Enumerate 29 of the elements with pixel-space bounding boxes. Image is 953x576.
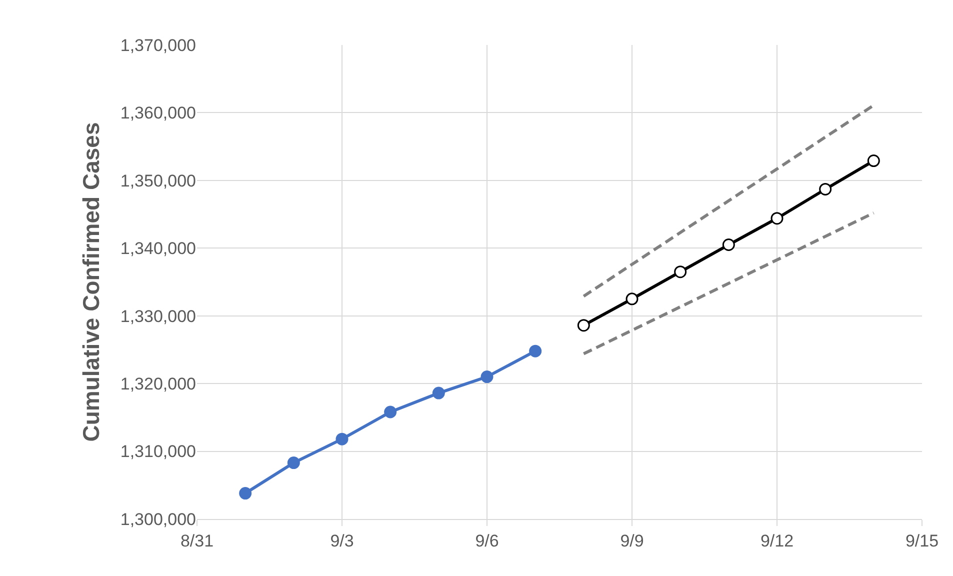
x-tick-label: 9/3 [330, 531, 354, 550]
y-tick-label: 1,310,000 [120, 442, 196, 462]
y-tick-label: 1,340,000 [120, 239, 196, 258]
point [577, 319, 590, 332]
y-axis-title: Cumulative Confirmed Cases [78, 122, 104, 442]
x-tick-label: 8/31 [180, 531, 214, 550]
x-tick-label: 9/6 [475, 531, 499, 550]
point [819, 182, 832, 196]
x-tick-label: 9/12 [760, 531, 794, 550]
point [336, 432, 348, 446]
point [384, 406, 397, 418]
y-tick-label: 1,360,000 [120, 104, 196, 123]
point [770, 212, 784, 225]
x-tick-label: 9/9 [620, 531, 644, 550]
y-tick-label: 1,320,000 [120, 374, 196, 394]
point [674, 266, 687, 278]
y-tick-label: 1,300,000 [120, 510, 196, 529]
point [287, 456, 300, 470]
y-tick-label: 1,330,000 [120, 306, 196, 326]
y-tick-label: 1,350,000 [120, 171, 196, 190]
point [722, 238, 735, 252]
y-tick-label: 1,370,000 [120, 36, 196, 55]
x-tick-label: 9/15 [905, 531, 939, 550]
point [432, 386, 445, 400]
point [626, 292, 638, 306]
point [529, 344, 542, 358]
point [239, 487, 252, 500]
point [480, 370, 494, 384]
point [867, 154, 880, 168]
